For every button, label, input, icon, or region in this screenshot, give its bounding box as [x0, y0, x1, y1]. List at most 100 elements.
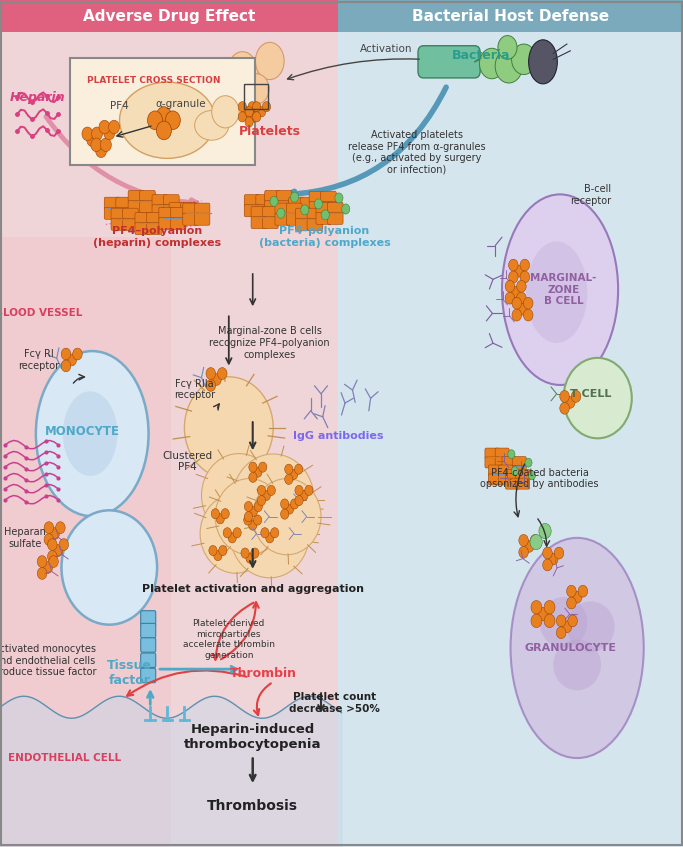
FancyBboxPatch shape [488, 473, 502, 484]
Ellipse shape [253, 479, 321, 555]
Circle shape [560, 402, 570, 414]
Text: Thrombin: Thrombin [229, 667, 296, 680]
FancyBboxPatch shape [111, 219, 126, 230]
Circle shape [560, 390, 570, 402]
FancyBboxPatch shape [147, 213, 162, 224]
Circle shape [281, 509, 289, 519]
Circle shape [525, 458, 532, 468]
Circle shape [245, 107, 253, 117]
FancyBboxPatch shape [104, 208, 120, 219]
Text: Tissue
factor: Tissue factor [107, 659, 152, 688]
Circle shape [518, 303, 527, 315]
Text: Bacteria: Bacteria [452, 48, 511, 62]
Circle shape [281, 499, 289, 509]
Circle shape [96, 144, 107, 158]
Circle shape [335, 193, 343, 203]
Ellipse shape [212, 96, 239, 128]
Circle shape [557, 615, 566, 627]
FancyBboxPatch shape [316, 202, 331, 214]
Text: GRANULOCYTE: GRANULOCYTE [525, 643, 616, 653]
Circle shape [285, 474, 293, 484]
FancyBboxPatch shape [135, 223, 150, 235]
Circle shape [498, 36, 517, 59]
Text: Platelet-derived
microparticles
accelerate thrombin
generation: Platelet-derived microparticles accelera… [183, 619, 275, 660]
Circle shape [253, 515, 262, 525]
Circle shape [520, 259, 529, 271]
Circle shape [217, 368, 227, 379]
FancyBboxPatch shape [256, 205, 271, 217]
Circle shape [277, 208, 285, 219]
Circle shape [92, 127, 102, 141]
Circle shape [300, 490, 308, 501]
Circle shape [509, 259, 518, 271]
Bar [338, 0, 683, 847]
Circle shape [38, 567, 47, 579]
Circle shape [257, 495, 266, 506]
Text: PF4–polyanion
(bacteria) complexes: PF4–polyanion (bacteria) complexes [259, 226, 390, 248]
FancyBboxPatch shape [251, 207, 266, 219]
Text: Activation: Activation [360, 44, 412, 54]
Text: Marginal-zone B cells
recognize PF4–polyanion
complexes: Marginal-zone B cells recognize PF4–poly… [210, 326, 330, 360]
Circle shape [214, 551, 222, 561]
Circle shape [209, 545, 217, 556]
FancyBboxPatch shape [70, 58, 255, 165]
Circle shape [529, 471, 535, 479]
FancyBboxPatch shape [183, 203, 198, 215]
Circle shape [257, 107, 266, 117]
FancyBboxPatch shape [505, 469, 519, 480]
Circle shape [495, 49, 522, 83]
FancyBboxPatch shape [159, 218, 174, 230]
Circle shape [259, 462, 267, 472]
FancyBboxPatch shape [277, 191, 292, 202]
Circle shape [67, 354, 76, 366]
FancyBboxPatch shape [316, 213, 331, 224]
Circle shape [48, 551, 57, 562]
Circle shape [206, 379, 216, 391]
FancyBboxPatch shape [263, 217, 278, 229]
FancyBboxPatch shape [152, 205, 167, 217]
FancyBboxPatch shape [485, 448, 499, 459]
Text: B-cell
receptor: B-cell receptor [570, 184, 611, 206]
Circle shape [567, 597, 576, 609]
Circle shape [568, 615, 577, 627]
Circle shape [87, 133, 98, 147]
FancyBboxPatch shape [265, 191, 280, 202]
FancyBboxPatch shape [195, 213, 210, 225]
FancyBboxPatch shape [147, 223, 162, 235]
FancyBboxPatch shape [495, 457, 509, 468]
Text: Fcγ RIIa
receptor: Fcγ RIIa receptor [174, 379, 215, 401]
FancyBboxPatch shape [289, 208, 304, 219]
FancyBboxPatch shape [321, 202, 336, 213]
Circle shape [61, 360, 71, 372]
Circle shape [516, 280, 526, 292]
Text: MONOCYTE: MONOCYTE [44, 425, 120, 439]
FancyBboxPatch shape [111, 208, 126, 220]
FancyBboxPatch shape [256, 195, 271, 207]
Circle shape [99, 120, 110, 134]
Circle shape [61, 348, 71, 360]
FancyBboxPatch shape [183, 213, 198, 225]
Circle shape [59, 539, 68, 551]
Ellipse shape [232, 454, 314, 545]
Circle shape [253, 112, 261, 122]
Circle shape [221, 508, 229, 518]
Circle shape [238, 112, 247, 122]
Circle shape [270, 197, 278, 207]
FancyBboxPatch shape [169, 213, 184, 224]
FancyBboxPatch shape [512, 457, 526, 468]
Circle shape [156, 107, 171, 125]
Ellipse shape [511, 538, 643, 758]
FancyBboxPatch shape [164, 205, 179, 217]
Circle shape [290, 192, 298, 202]
Circle shape [290, 469, 298, 479]
Text: Heparan
sulfate: Heparan sulfate [4, 527, 46, 549]
Circle shape [219, 545, 227, 556]
Ellipse shape [567, 601, 615, 652]
FancyBboxPatch shape [141, 653, 156, 667]
Circle shape [305, 485, 313, 495]
Bar [0, 0, 338, 847]
Circle shape [566, 396, 575, 408]
Ellipse shape [195, 110, 229, 140]
FancyBboxPatch shape [502, 457, 516, 468]
Circle shape [539, 523, 551, 539]
